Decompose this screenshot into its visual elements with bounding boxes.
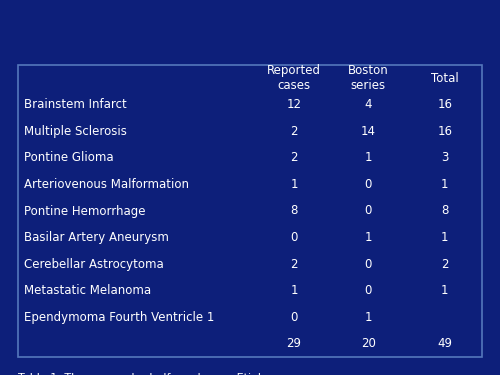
Text: 1: 1 bbox=[290, 178, 298, 191]
Text: Brainstem Infarct: Brainstem Infarct bbox=[24, 98, 127, 111]
Text: Pontine Hemorrhage: Pontine Hemorrhage bbox=[24, 204, 146, 218]
Text: 1: 1 bbox=[441, 284, 448, 297]
Text: Table 1. The one-and-a-half syndrome: Etiology: Table 1. The one-and-a-half syndrome: Et… bbox=[18, 373, 281, 375]
Text: 3: 3 bbox=[441, 152, 448, 164]
Text: 1: 1 bbox=[364, 310, 372, 324]
Text: 2: 2 bbox=[290, 258, 298, 271]
Text: 8: 8 bbox=[290, 204, 298, 218]
Bar bbox=[18, 65, 482, 357]
Text: 29: 29 bbox=[286, 337, 302, 350]
Text: 1: 1 bbox=[441, 231, 448, 244]
Text: Cerebellar Astrocytoma: Cerebellar Astrocytoma bbox=[24, 258, 164, 271]
Text: 4: 4 bbox=[364, 98, 372, 111]
Text: 2: 2 bbox=[290, 125, 298, 138]
Text: 1: 1 bbox=[364, 231, 372, 244]
Text: 1: 1 bbox=[364, 152, 372, 164]
Text: 12: 12 bbox=[286, 98, 302, 111]
Text: 0: 0 bbox=[364, 258, 372, 271]
Text: Total: Total bbox=[431, 72, 459, 85]
Text: 8: 8 bbox=[441, 204, 448, 218]
Text: 1: 1 bbox=[441, 178, 448, 191]
Text: 16: 16 bbox=[438, 98, 452, 111]
Text: Boston
series: Boston series bbox=[348, 64, 389, 92]
Text: Metastatic Melanoma: Metastatic Melanoma bbox=[24, 284, 151, 297]
Text: Reported
cases: Reported cases bbox=[267, 64, 321, 92]
Text: Pontine Glioma: Pontine Glioma bbox=[24, 152, 114, 164]
Text: 2: 2 bbox=[290, 152, 298, 164]
Text: 16: 16 bbox=[438, 125, 452, 138]
Text: 0: 0 bbox=[364, 204, 372, 218]
Text: Multiple Sclerosis: Multiple Sclerosis bbox=[24, 125, 127, 138]
Text: 2: 2 bbox=[441, 258, 448, 271]
Text: Ependymoma Fourth Ventricle 1: Ependymoma Fourth Ventricle 1 bbox=[24, 310, 214, 324]
Text: 0: 0 bbox=[290, 231, 298, 244]
Text: 1: 1 bbox=[290, 284, 298, 297]
Text: 14: 14 bbox=[361, 125, 376, 138]
Text: 0: 0 bbox=[364, 178, 372, 191]
Text: 20: 20 bbox=[361, 337, 376, 350]
Text: 0: 0 bbox=[364, 284, 372, 297]
Text: 0: 0 bbox=[290, 310, 298, 324]
Text: Basilar Artery Aneurysm: Basilar Artery Aneurysm bbox=[24, 231, 169, 244]
Text: Arteriovenous Malformation: Arteriovenous Malformation bbox=[24, 178, 189, 191]
Text: 49: 49 bbox=[438, 337, 452, 350]
